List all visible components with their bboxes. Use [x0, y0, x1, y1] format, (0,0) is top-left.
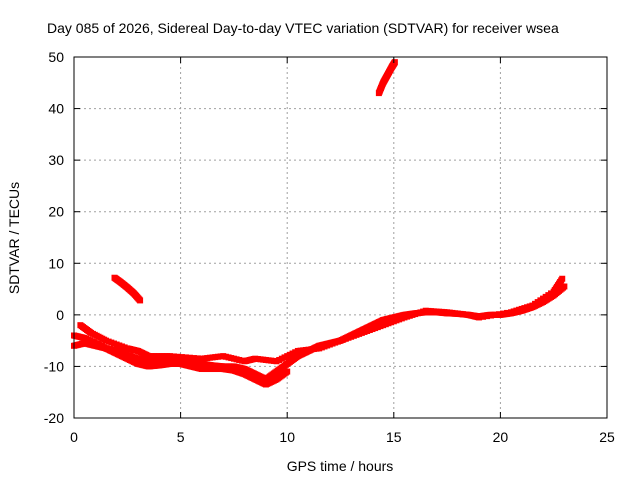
- y-tick-label: 30: [48, 152, 64, 168]
- axis-ticks: 0 5 10 15 20 25 -20 -10 0 10 20 30 40 50: [44, 49, 615, 445]
- y-tick-label: 10: [48, 255, 64, 271]
- data-point: [166, 353, 173, 360]
- data-point: [492, 311, 499, 318]
- x-axis-label: GPS time / hours: [287, 458, 394, 474]
- y-axis-label: SDTVAR / TECUs: [6, 182, 22, 294]
- y-tick-label: -20: [44, 410, 64, 426]
- data-point: [476, 314, 483, 321]
- data-point: [194, 355, 201, 362]
- data-point: [391, 59, 398, 66]
- data-point: [500, 310, 507, 317]
- data-point: [488, 312, 495, 319]
- y-tick-label: 20: [48, 204, 64, 220]
- data-point: [504, 309, 511, 316]
- y-tick-label: 40: [48, 101, 64, 117]
- data-point: [561, 283, 568, 290]
- chart-title: Day 085 of 2026, Sidereal Day-to-day VTE…: [47, 20, 559, 36]
- data-point: [559, 275, 566, 282]
- data-point: [178, 354, 185, 361]
- data-point: [170, 353, 177, 360]
- x-tick-label: 0: [70, 429, 78, 445]
- data-point: [186, 354, 193, 361]
- data-point: [284, 368, 291, 375]
- x-tick-label: 25: [599, 429, 615, 445]
- data-point: [480, 313, 487, 320]
- data-points: [71, 59, 568, 388]
- data-point: [190, 355, 197, 362]
- data-point: [137, 297, 144, 304]
- grid-lines: [74, 57, 607, 418]
- y-tick-label: -10: [44, 358, 64, 374]
- data-point: [174, 353, 181, 360]
- x-tick-label: 20: [493, 429, 509, 445]
- x-tick-label: 5: [177, 429, 185, 445]
- x-tick-label: 10: [279, 429, 295, 445]
- data-point: [182, 354, 189, 361]
- data-point: [496, 311, 503, 318]
- x-tick-label: 15: [386, 429, 402, 445]
- y-tick-label: 0: [56, 307, 64, 323]
- y-tick-label: 50: [48, 49, 64, 65]
- data-point: [484, 313, 491, 320]
- plot-frame: [73, 56, 608, 419]
